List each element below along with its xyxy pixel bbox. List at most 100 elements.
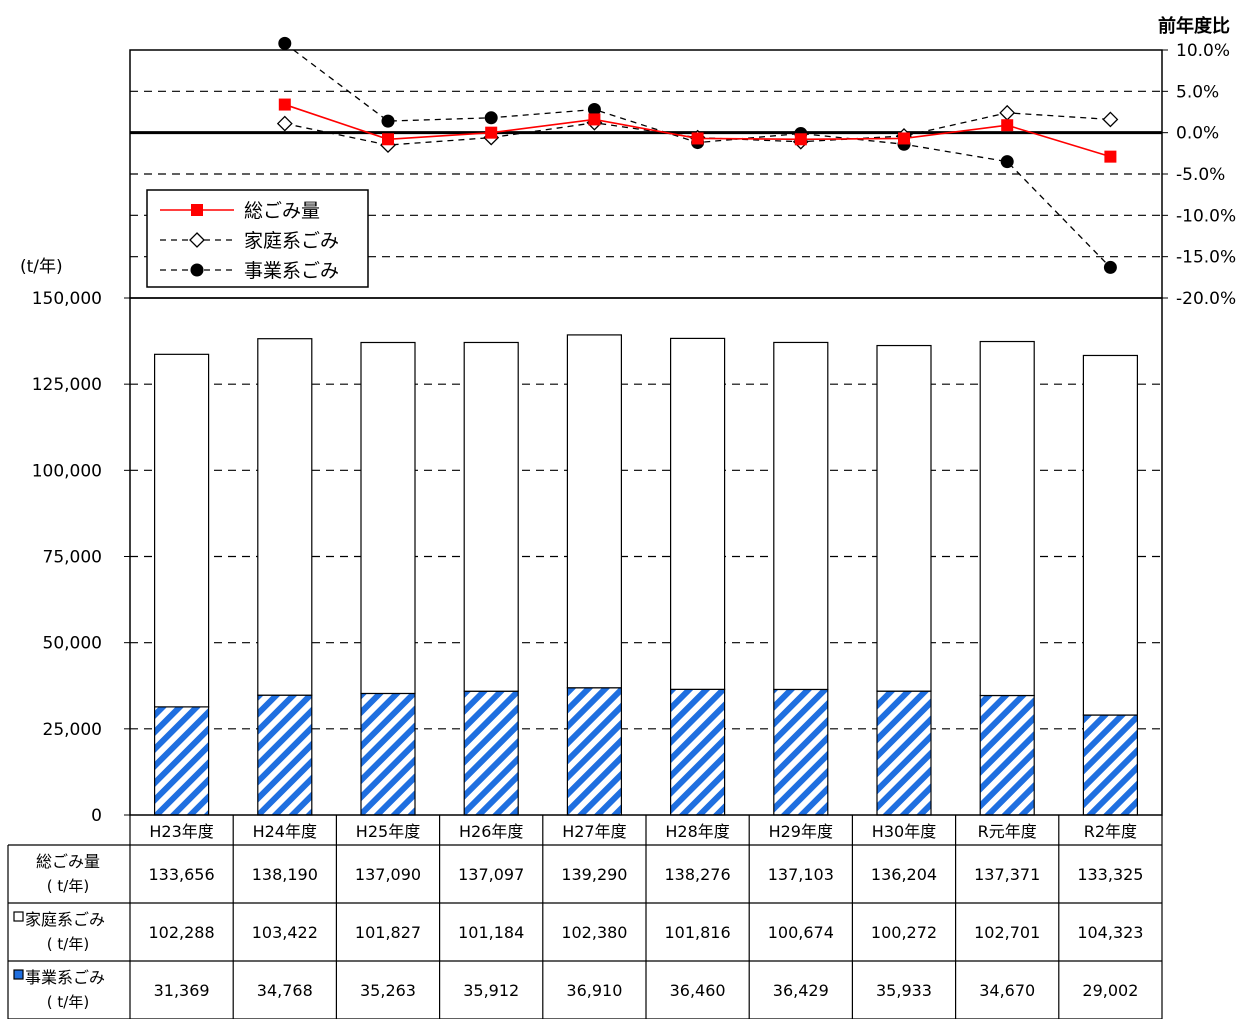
table-cell: 138,276 — [665, 865, 731, 884]
axes-layer: 10.0% 5.0% 0.0% -5.0% -10.0% -15.0% -20.0% 前年度比… — [20, 15, 1236, 826]
category-label: H29年度 — [769, 822, 833, 841]
left-axis-tick-label: 100,000 — [32, 461, 102, 481]
table-cell: 35,912 — [463, 981, 519, 1000]
table-row-label: 家庭系ごみ — [25, 910, 105, 929]
table-cell: 35,263 — [360, 981, 416, 1000]
table-cell: 103,422 — [252, 923, 318, 942]
bar-household-waste — [257, 338, 313, 696]
table-cell: 36,910 — [566, 981, 622, 1000]
table-cell: 102,701 — [974, 923, 1040, 942]
table-cell: 139,290 — [561, 865, 627, 884]
table-cell: 136,204 — [871, 865, 937, 884]
table-layer: H23年度 H24年度 H25年度 H26年度 H27年度 H28年度 H29年度 H30年度… — [7, 815, 1163, 1019]
right-axis-tick-label: 5.0% — [1176, 82, 1219, 102]
category-label: H28年度 — [665, 822, 729, 841]
marker-business-waste — [587, 103, 601, 117]
table-row-label: 総ごみ量 — [36, 852, 100, 871]
legend-marker-0 — [191, 204, 203, 216]
marker-business-waste — [278, 36, 292, 50]
left-axis-tick-label: 25,000 — [43, 720, 102, 740]
bar-business-waste — [463, 690, 519, 816]
marker-household-waste — [1102, 111, 1119, 128]
bars-layer — [154, 334, 1139, 816]
marker-household-waste — [999, 104, 1016, 121]
right-axis-tick-label: 10.0% — [1176, 41, 1230, 61]
legend-marker-1 — [189, 232, 205, 248]
category-label: H23年度 — [149, 822, 213, 841]
table-cell: 137,371 — [974, 865, 1040, 884]
table-cell: 101,816 — [665, 923, 731, 942]
table-cell: 100,272 — [871, 923, 937, 942]
table-cell: 101,184 — [458, 923, 524, 942]
bar-business-waste — [979, 694, 1035, 816]
right-axis-tick-label: 0.0% — [1176, 124, 1219, 144]
bar-business-waste — [566, 687, 623, 816]
table-row-swatch — [13, 969, 24, 980]
table-cell: 137,103 — [768, 865, 834, 884]
line-household-waste — [284, 112, 1111, 146]
marker-total-waste — [485, 126, 498, 139]
table-cell: 36,460 — [670, 981, 726, 1000]
marker-total-waste — [898, 132, 910, 145]
left-axis-tick-label: 150,000 — [32, 289, 102, 309]
table-cell: 104,323 — [1077, 923, 1143, 942]
bar-household-waste — [669, 337, 726, 690]
marker-business-waste — [484, 111, 498, 125]
marker-business-waste — [1103, 260, 1117, 274]
left-axis-unit-label: (t/年) — [20, 257, 63, 277]
right-axis-tick-label: -10.0% — [1176, 206, 1236, 226]
table-cell: 133,325 — [1077, 865, 1143, 884]
right-axis-tick-label: -5.0% — [1176, 165, 1225, 185]
legend-box — [146, 189, 369, 288]
table-cell: 101,827 — [355, 923, 421, 942]
bar-business-waste — [876, 690, 932, 816]
table-row-unit: ( t/年) — [47, 877, 89, 895]
category-label: H27年度 — [562, 822, 626, 841]
marker-total-waste — [794, 133, 807, 146]
marker-total-waste — [382, 133, 394, 146]
table-cell: 102,288 — [149, 923, 215, 942]
right-axis-title: 前年度比 — [1158, 15, 1230, 37]
category-label: H30年度 — [872, 822, 936, 841]
bar-household-waste — [1082, 354, 1139, 716]
table-row-swatch — [13, 911, 24, 922]
table-row-unit: ( t/年) — [47, 935, 89, 953]
table-cell: 36,429 — [773, 981, 829, 1000]
table-cell: 31,369 — [154, 981, 210, 1000]
marker-total-waste — [691, 132, 704, 145]
table-cell: 34,768 — [257, 981, 313, 1000]
table-cell: 137,097 — [458, 865, 524, 884]
legend-label-1: 家庭系ごみ — [244, 230, 339, 252]
marker-total-waste — [588, 113, 601, 126]
lines-layer — [276, 36, 1119, 274]
bar-business-waste — [773, 688, 829, 816]
left-axis-tick-label: 0 — [91, 806, 102, 826]
marker-total-waste — [1001, 119, 1014, 132]
bar-household-waste — [360, 341, 416, 695]
category-label: H25年度 — [356, 822, 420, 841]
category-label: H26年度 — [459, 822, 523, 841]
marker-household-waste — [276, 115, 293, 132]
marker-business-waste — [1000, 155, 1014, 169]
marker-total-waste — [278, 98, 291, 111]
bar-household-waste — [876, 344, 932, 692]
legend-label-2: 事業系ごみ — [244, 260, 339, 282]
table-cell: 138,190 — [252, 865, 318, 884]
bar-business-waste — [257, 694, 313, 816]
bar-business-waste — [154, 706, 210, 816]
category-label: H24年度 — [253, 822, 317, 841]
bar-business-waste — [1082, 714, 1139, 816]
table-cell: 137,090 — [355, 865, 421, 884]
left-axis-tick-label: 50,000 — [43, 634, 102, 654]
marker-business-waste — [381, 114, 395, 128]
left-axis-tick-label: 75,000 — [43, 548, 102, 568]
table-row-unit: ( t/年) — [47, 993, 89, 1011]
bar-household-waste — [154, 353, 210, 708]
table-cell: 34,670 — [979, 981, 1035, 1000]
legend-marker-2 — [190, 263, 204, 277]
table-cell: 133,656 — [149, 865, 215, 884]
line-business-waste — [284, 42, 1111, 268]
legend-label-0: 総ごみ量 — [244, 200, 320, 222]
